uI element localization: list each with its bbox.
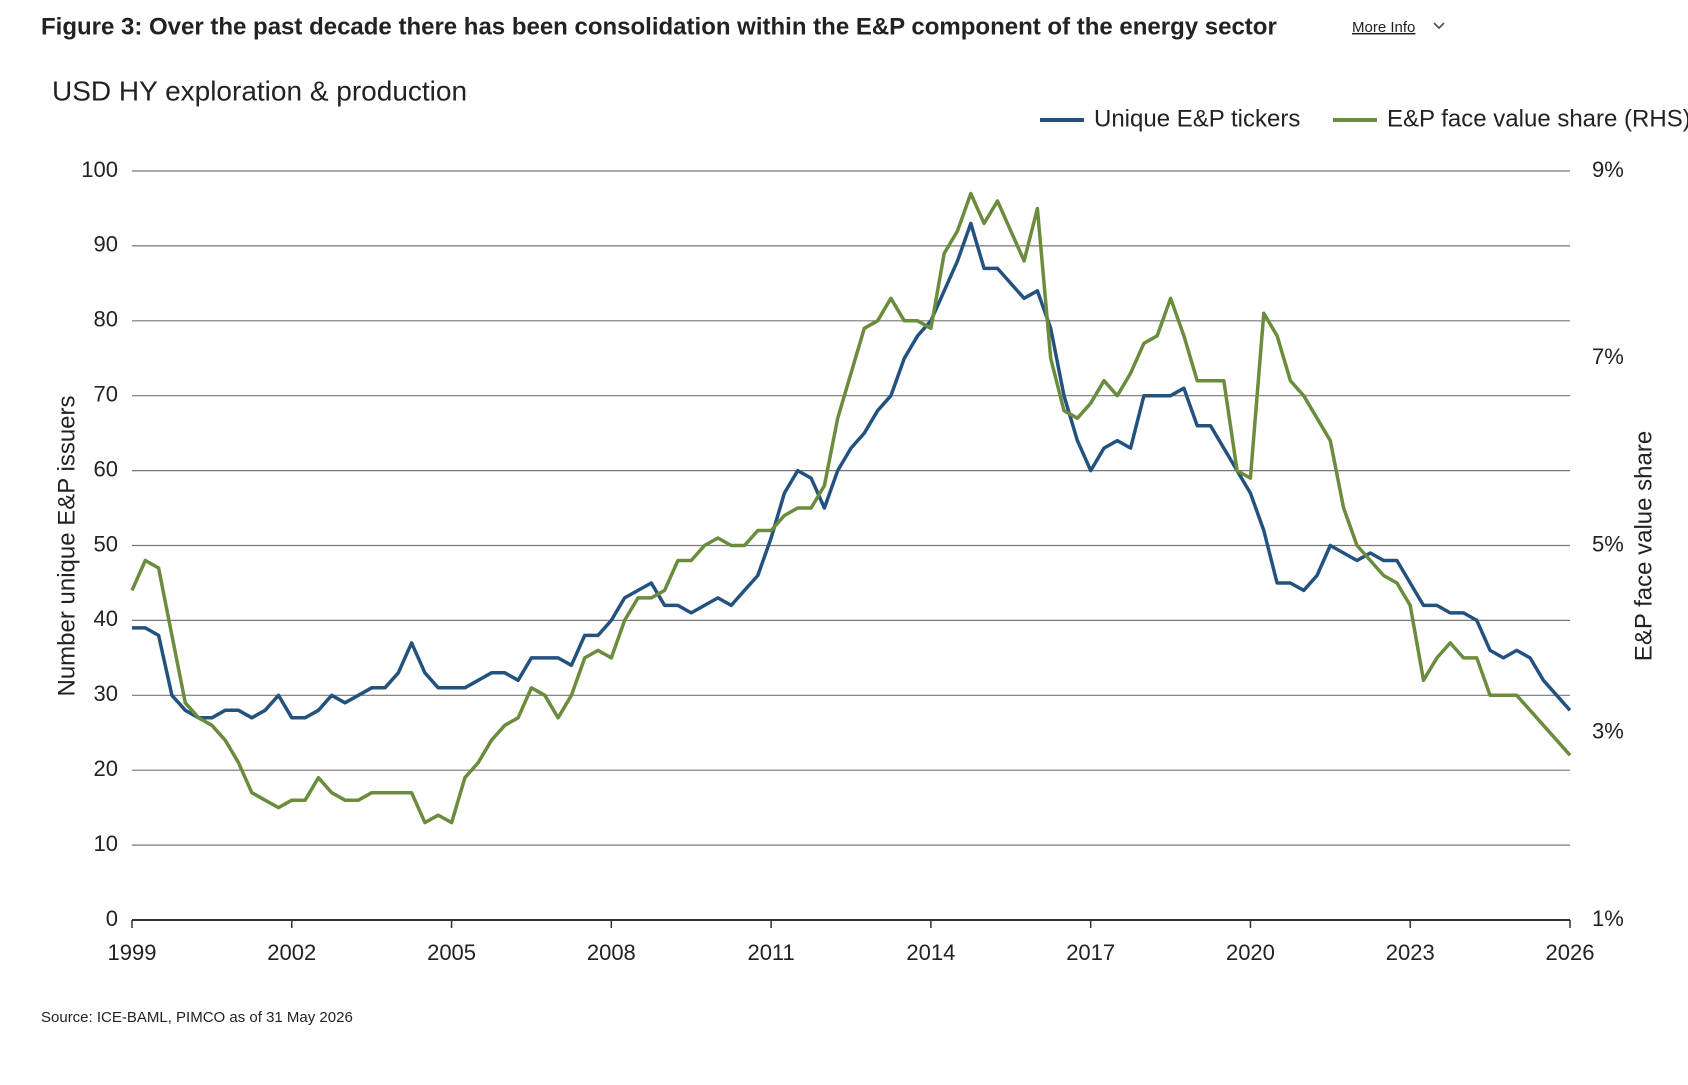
chevron[interactable] (1433, 22, 1445, 30)
x-tick-label: 2023 (1386, 940, 1435, 965)
y2-tick-label: 9% (1592, 157, 1624, 182)
y-tick-label: 50 (94, 531, 118, 556)
y-axis-label: Number unique E&P issuers (53, 395, 80, 696)
y-tick-label: 0 (106, 906, 118, 931)
y2-tick-label: 7% (1592, 344, 1624, 369)
legend-label: Unique E&P tickers (1094, 105, 1300, 132)
y-tick-label: 70 (94, 382, 118, 407)
y-tick-label: 10 (94, 831, 118, 856)
x-tick-label: 2026 (1546, 940, 1595, 965)
y-tick-label: 40 (94, 606, 118, 631)
chart-title: USD HY exploration & production (52, 75, 467, 106)
x-tick-label: 2020 (1226, 940, 1275, 965)
y-tick-label: 80 (94, 307, 118, 332)
x-tick-label: 2014 (906, 940, 955, 965)
y-tick-label: 60 (94, 456, 118, 481)
y-tick-label: 100 (81, 157, 118, 182)
y2-tick-label: 3% (1592, 719, 1624, 744)
source-note: Source: ICE-BAML, PIMCO as of 31 May 202… (41, 1009, 353, 1026)
y2-tick-label: 1% (1592, 906, 1624, 931)
series-line (130, 191, 1572, 825)
more-info[interactable]: More Info (1352, 19, 1445, 36)
legend-label: E&P face value share (RHS) (1387, 105, 1688, 132)
x-tick-label: 2017 (1066, 940, 1115, 965)
y2-axis-label: E&P face value share (1630, 431, 1657, 661)
x-tick-label: 2008 (587, 940, 636, 965)
x-tick-label: 2005 (427, 940, 476, 965)
y-tick-label: 30 (94, 681, 118, 706)
x-tick-label: 2002 (267, 940, 316, 965)
more-info-link[interactable]: More Info (1352, 19, 1415, 36)
y2-tick-label: 5% (1592, 531, 1624, 556)
x-tick-label: 2011 (747, 940, 794, 965)
y-tick-label: 90 (94, 232, 118, 257)
series-line (132, 221, 1572, 720)
figure-title: Figure 3: Over the past decade there has… (41, 13, 1277, 40)
y-tick-label: 20 (94, 756, 118, 781)
x-tick-label: 1999 (108, 940, 157, 965)
